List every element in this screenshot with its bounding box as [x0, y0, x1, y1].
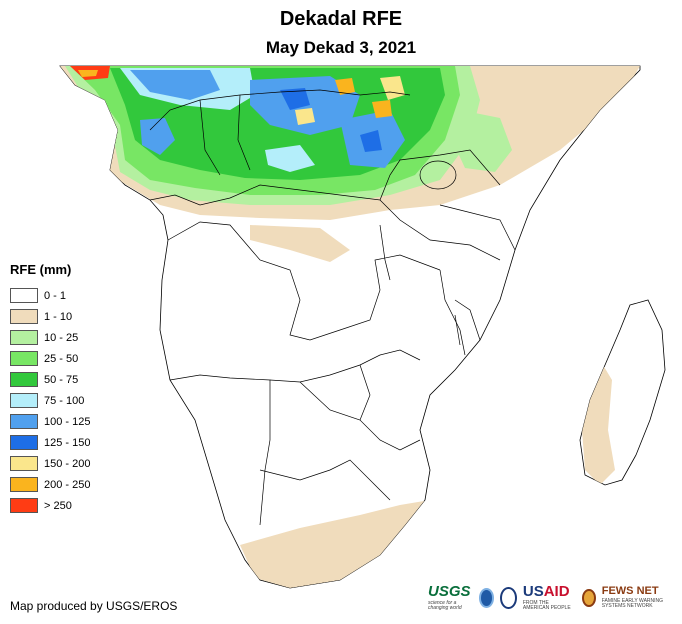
legend-item: 200 - 250 [10, 474, 90, 495]
fews-net-tagline: FAMINE EARLY WARNING SYSTEMS NETWORK [601, 598, 664, 609]
legend-item: 0 - 1 [10, 285, 90, 306]
legend-swatch [10, 330, 38, 345]
legend-label: 50 - 75 [44, 373, 79, 386]
usaid-tagline: FROM THE AMERICAN PEOPLE [522, 600, 571, 611]
map-title: Dekadal RFE [279, 8, 403, 30]
legend-swatch [10, 288, 38, 303]
legend-label: 100 - 125 [44, 415, 91, 428]
map-credit: Map produced by USGS/EROS [10, 599, 178, 613]
legend-label: 150 - 200 [44, 457, 91, 470]
legend-label: 1 - 10 [44, 310, 73, 323]
noaa-seal-icon [478, 587, 495, 608]
legend-swatch [10, 477, 38, 492]
legend-item: 75 - 100 [10, 390, 90, 411]
usgs-tagline: science for a changing world [428, 600, 462, 611]
legend-title: RFE (mm) [10, 262, 72, 277]
usaid-wordmark: USAID [522, 583, 570, 600]
legend-label: > 250 [44, 499, 72, 512]
legend-item: 25 - 50 [10, 348, 90, 369]
legend-label: 200 - 250 [44, 478, 91, 491]
legend-label: 0 - 1 [44, 289, 67, 302]
legend-item: 10 - 25 [10, 327, 90, 348]
legend: RFE (mm) 0 - 1 1 - 10 10 - 25 25 - 50 50… [10, 262, 90, 516]
legend-swatch [10, 414, 38, 429]
legend-label: 10 - 25 [44, 331, 79, 344]
legend-swatch [10, 435, 38, 450]
fews-net-seal-icon [581, 588, 596, 607]
legend-item: 150 - 200 [10, 453, 90, 474]
rainfall-fields [60, 66, 640, 588]
legend-label: 125 - 150 [44, 436, 91, 449]
partner-logos: USGS science for a changing world USAID … [428, 584, 682, 611]
lakes [379, 160, 461, 346]
legend-item: 100 - 125 [10, 411, 90, 432]
legend-swatch [10, 393, 38, 408]
map-subtitle: May Dekad 3, 2021 [265, 38, 417, 57]
usaid-seal-icon [500, 586, 517, 609]
legend-swatch [10, 351, 38, 366]
legend-swatch [10, 372, 38, 387]
country-borders [149, 89, 516, 526]
legend-swatch [10, 456, 38, 471]
legend-swatch [10, 498, 38, 513]
legend-item: 1 - 10 [10, 306, 90, 327]
legend-swatch [10, 309, 38, 324]
legend-label: 75 - 100 [44, 394, 85, 407]
fews-net-wordmark: FEWS NET [601, 585, 659, 597]
usgs-wordmark: USGS [428, 583, 471, 600]
legend-item: > 250 [10, 495, 90, 516]
legend-label: 25 - 50 [44, 352, 79, 365]
usaid-logo: USAID FROM THE AMERICAN PEOPLE [523, 584, 576, 611]
usgs-logo: USGS science for a changing world [428, 584, 473, 611]
legend-item: 125 - 150 [10, 432, 90, 453]
fews-net-logo: FEWS NET FAMINE EARLY WARNING SYSTEMS NE… [602, 586, 682, 609]
legend-item: 50 - 75 [10, 369, 90, 390]
